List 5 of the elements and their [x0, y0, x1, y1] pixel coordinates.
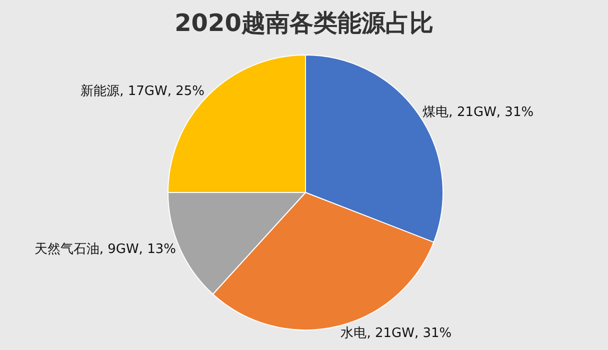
- slice-label: 水电, 21GW, 31%: [340, 326, 452, 341]
- slice-label: 新能源, 17GW, 25%: [80, 84, 205, 100]
- slice-label: 天然气石油, 9GW, 13%: [34, 242, 176, 257]
- slice-label: 煤电, 21GW, 31%: [422, 104, 534, 120]
- chart-title: 2020越南各类能源占比: [174, 8, 434, 37]
